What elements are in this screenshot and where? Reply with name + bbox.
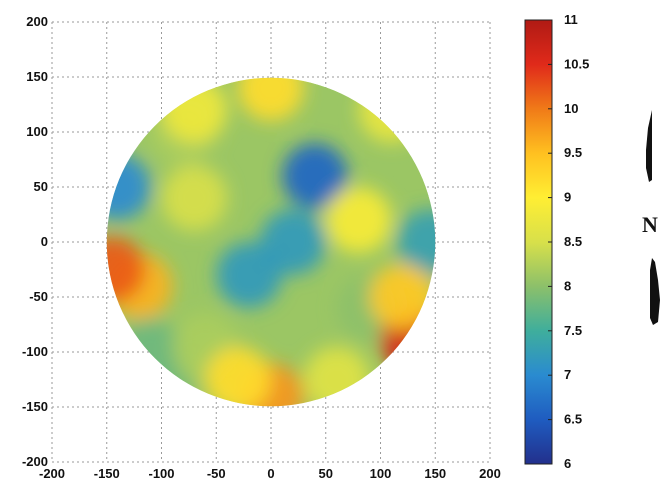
north-arrow-icon — [650, 258, 660, 325]
colorbar-tick-label: 6.5 — [564, 412, 582, 427]
heatmap-field — [106, 77, 436, 407]
y-tick-label: 50 — [34, 179, 48, 194]
x-tick-label: -100 — [148, 466, 174, 481]
heatmap-cell — [260, 209, 326, 275]
heatmap-cell — [106, 154, 151, 220]
heatmap-cell — [303, 346, 370, 407]
colorbar-tick-label: 11 — [564, 12, 578, 27]
x-tick-label: 0 — [267, 466, 274, 481]
colorbar-scale — [524, 19, 553, 465]
y-tick-label: -150 — [22, 399, 48, 414]
heatmap-cell — [396, 209, 436, 275]
colorbar-tick-label: 8 — [564, 278, 571, 293]
heatmap-cell — [161, 77, 228, 143]
heatmap-cell — [238, 77, 304, 121]
heatmap-cell — [325, 187, 392, 253]
x-tick-label: 50 — [319, 466, 333, 481]
north-arrow: N — [642, 110, 660, 325]
colorbar-tick-label: 10.5 — [564, 56, 589, 71]
y-tick-label: 150 — [26, 69, 48, 84]
heatmap-cell — [369, 264, 436, 330]
colorbar-ticks: 11 10.5 10 9.5 9 8.5 8 7.5 7 6.5 6 — [548, 12, 589, 471]
y-tick-label: 200 — [26, 14, 48, 29]
heatmap-cell — [106, 236, 146, 303]
heatmap-cell — [358, 77, 425, 143]
colorbar-tick-label: 9.5 — [564, 145, 582, 160]
x-tick-label: 150 — [424, 466, 446, 481]
y-tick-label: 0 — [41, 234, 48, 249]
y-tick-label: -100 — [22, 344, 48, 359]
north-arrow-icon — [646, 110, 652, 182]
y-axis-ticks: 200 150 100 50 0 -50 -100 -150 -200 — [22, 14, 48, 469]
colorbar-tick-label: 8.5 — [564, 234, 582, 249]
x-tick-label: -200 — [39, 466, 65, 481]
colorbar: 11 10.5 10 9.5 9 8.5 8 7.5 7 6.5 6 — [524, 12, 589, 471]
colorbar-tick-label: 7 — [564, 367, 571, 382]
x-tick-label: -150 — [94, 466, 120, 481]
colorbar-tick-label: 6 — [564, 456, 571, 471]
x-axis-ticks: -200 -150 -100 -50 0 50 100 150 200 — [39, 466, 501, 481]
y-tick-label: -200 — [22, 454, 48, 469]
heatmap-cell — [161, 165, 228, 231]
north-label: N — [642, 212, 658, 237]
x-tick-label: 100 — [370, 466, 392, 481]
x-tick-label: 200 — [479, 466, 501, 481]
y-tick-label: -50 — [29, 289, 48, 304]
x-tick-label: -50 — [207, 466, 226, 481]
heatmap-cell — [281, 143, 348, 209]
colorbar-tick-label: 9 — [564, 190, 571, 205]
colorbar-tick-label: 10 — [564, 101, 578, 116]
heatmap-cell — [205, 346, 271, 407]
y-tick-label: 100 — [26, 124, 48, 139]
colorbar-tick-label: 7.5 — [564, 323, 582, 338]
